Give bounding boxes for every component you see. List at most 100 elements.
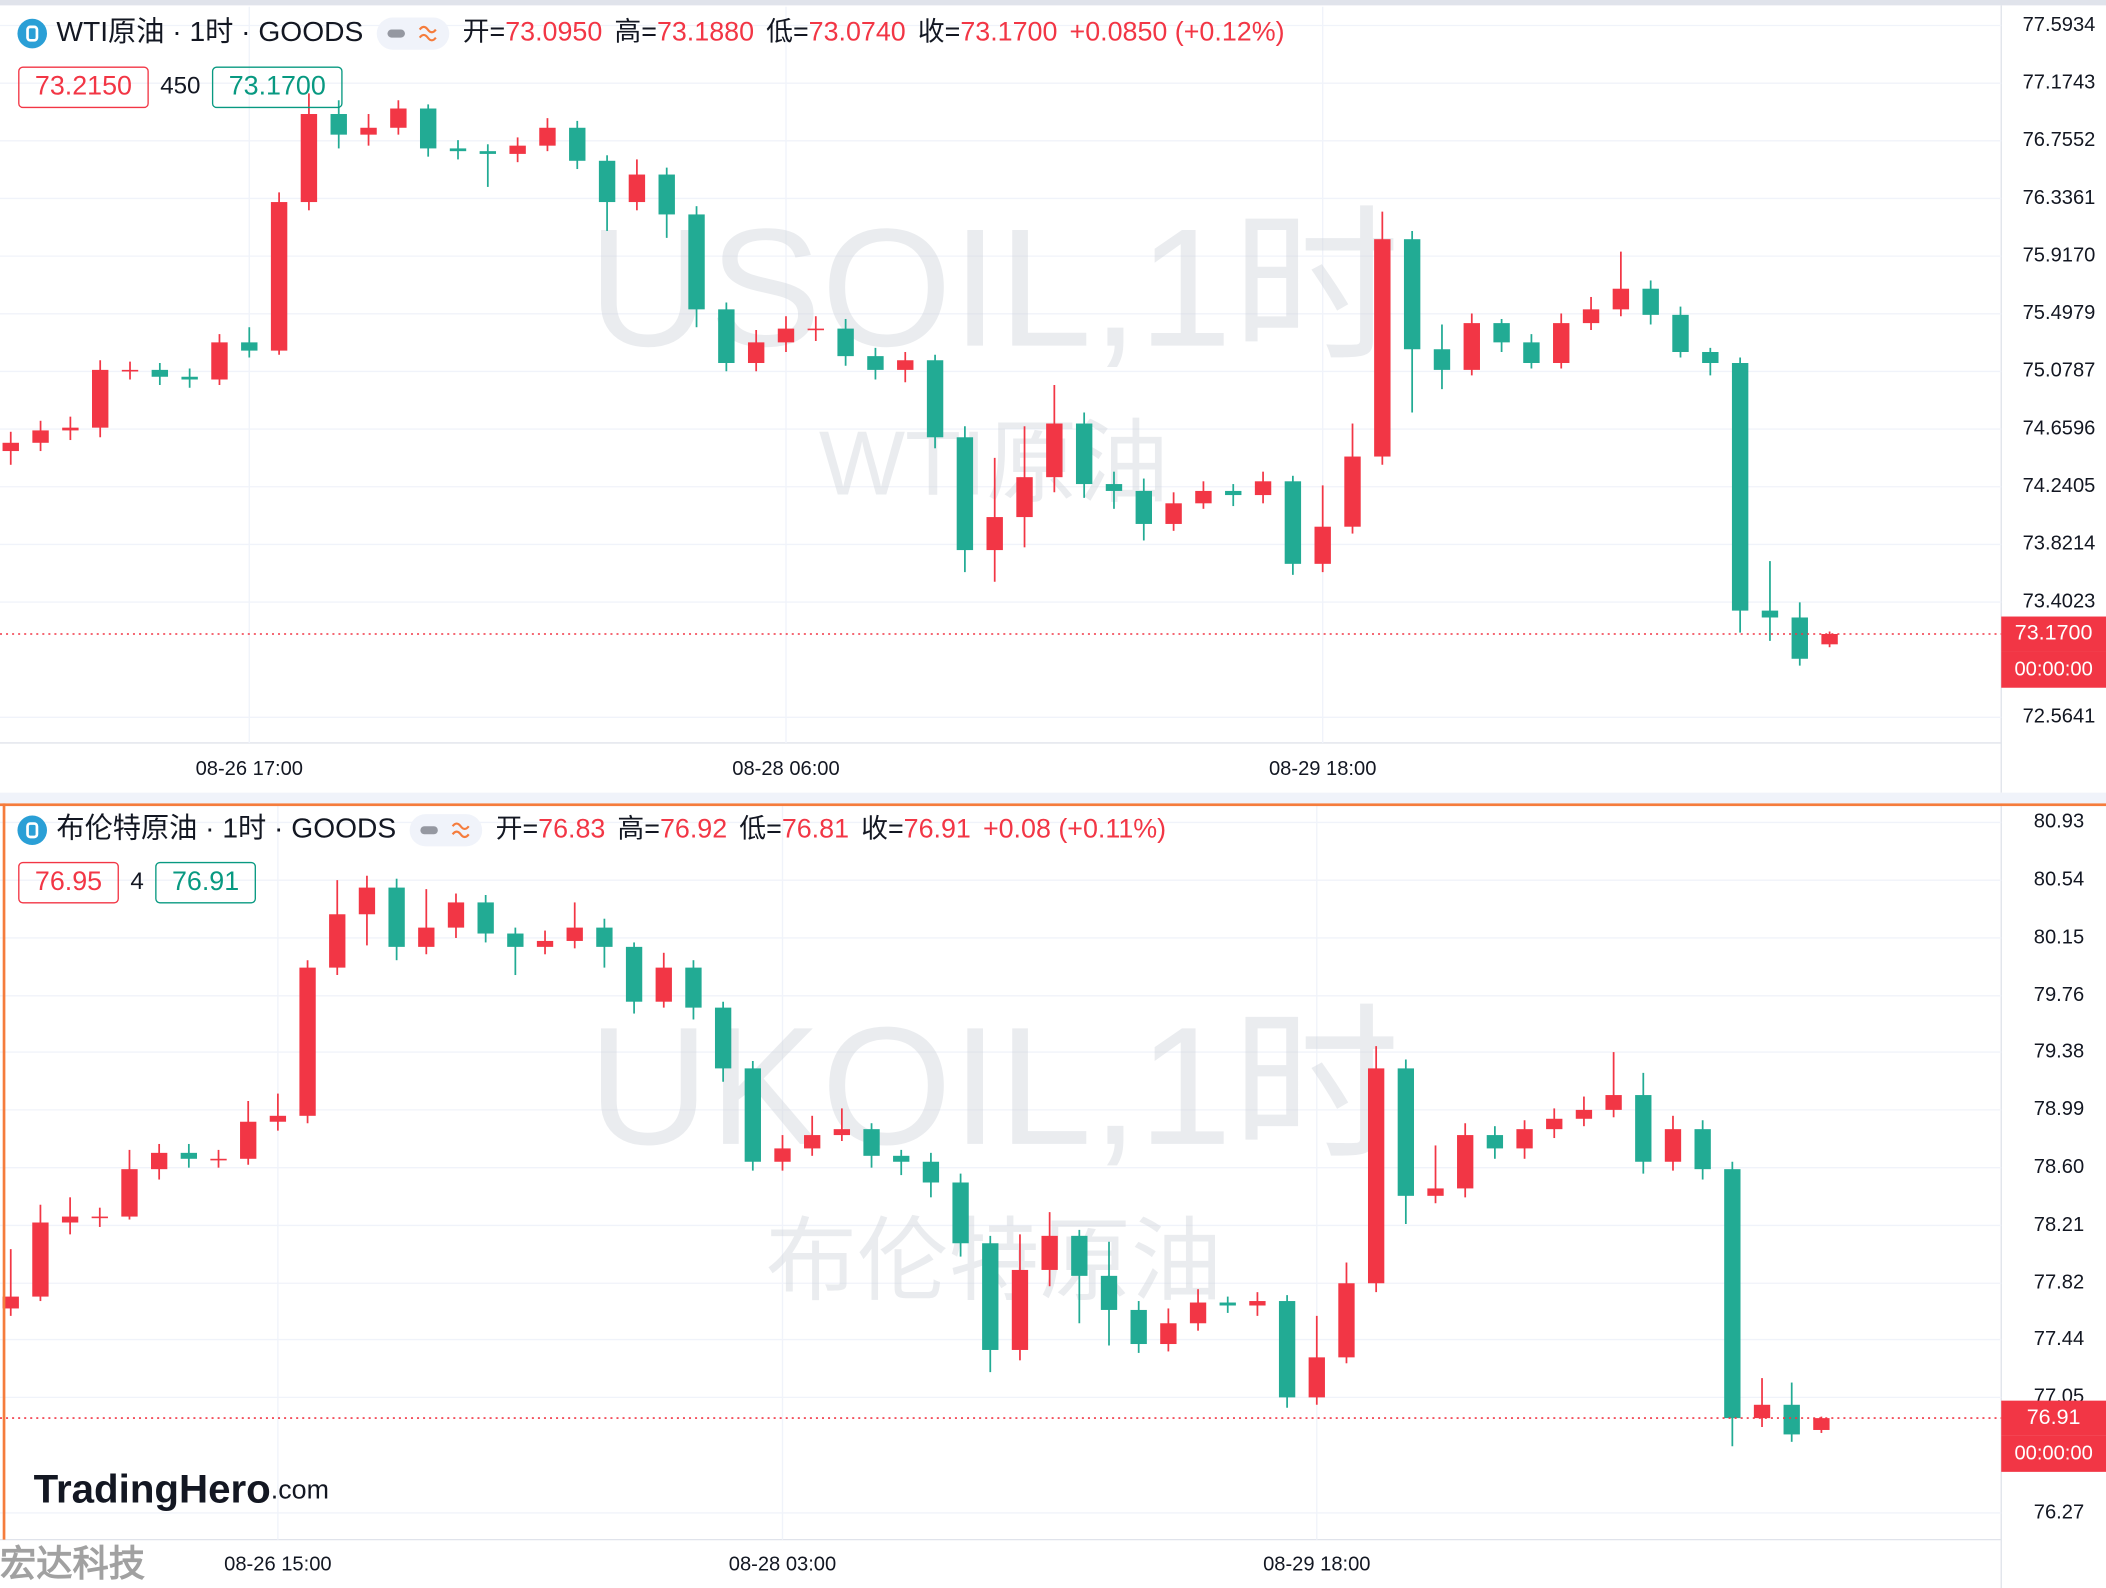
x-tick-label: 08-29 18:00: [1269, 758, 1376, 780]
status-pill-minus: [387, 29, 405, 38]
ohlc-change: +0.0850 (+0.12%): [1070, 17, 1285, 47]
candle-body: [2, 442, 19, 452]
y-tick-label: 77.44: [2034, 1328, 2084, 1350]
last-price-tag: [2001, 616, 2106, 652]
ohlc-legend: 开=76.83 高=76.92 低=76.81 收=76.91 +0.08 (+0.11…: [496, 813, 1167, 843]
y-tick-label: 72.5641: [2023, 706, 2096, 728]
symbol-title: WTI原油 · 1时 · GOODS: [56, 15, 363, 47]
candle-body: [1672, 314, 1689, 352]
y-tick-label: 79.76: [2034, 984, 2084, 1006]
x-tick-label: 08-26 15:00: [224, 1553, 331, 1575]
candle-body: [447, 902, 465, 928]
candle-body: [1016, 477, 1033, 518]
y-tick-label: 78.99: [2034, 1098, 2084, 1120]
ohlc-change: +0.08 (+0.11%): [983, 813, 1166, 843]
candle-body: [1284, 481, 1302, 564]
symbol-title: 布伦特原油 · 1时 · GOODS: [56, 812, 396, 844]
ohlc-value: 76.81: [782, 813, 849, 843]
candle-body: [360, 127, 377, 135]
y-tick-label: 77.82: [2034, 1272, 2084, 1294]
y-tick-label: 73.4023: [2023, 590, 2096, 612]
candle-body: [1761, 610, 1779, 618]
y-tick-label: 75.9170: [2023, 244, 2096, 266]
candle-body: [658, 174, 675, 215]
ohlc-name: 高=: [614, 17, 657, 47]
candle-body: [655, 967, 672, 1002]
candle-body: [688, 214, 705, 310]
candle-body: [837, 328, 854, 357]
candle-body: [747, 342, 765, 364]
candle-body: [1553, 323, 1570, 364]
ask-box: [155, 861, 256, 904]
y-tick-label: 79.38: [2034, 1040, 2084, 1062]
y-tick-label: 76.3361: [2023, 187, 2096, 209]
candle-body: [1546, 1118, 1563, 1130]
candle-body: [1694, 1129, 1711, 1170]
candle-body: [418, 927, 435, 947]
candle-body: [1195, 490, 1212, 504]
symbol-icon-glyph: [26, 25, 39, 42]
candle-body: [1278, 1301, 1296, 1398]
ask-box: [211, 66, 343, 109]
last-price-label: 73.1700: [2015, 621, 2093, 645]
candle-body: [1493, 323, 1510, 343]
candle-body: [833, 1129, 851, 1136]
candle-body: [91, 1216, 108, 1219]
candle-body: [922, 1161, 940, 1183]
candle-body: [1011, 1269, 1029, 1350]
ohlc-name: 高=: [617, 813, 660, 843]
candle-body: [1071, 1235, 1088, 1276]
bid-box: [18, 861, 119, 904]
ask-price: 73.1700: [229, 70, 326, 100]
ohlc-name: 开=: [496, 813, 539, 843]
candle-body: [1130, 1309, 1147, 1345]
y-tick-label: 78.21: [2034, 1214, 2084, 1236]
candle-body: [300, 114, 318, 203]
pane-separator: [0, 792, 2106, 804]
x-tick-label: 08-26 17:00: [196, 758, 303, 780]
candle-body: [774, 1148, 791, 1162]
candle-body: [1135, 490, 1152, 524]
candle-body: [1523, 342, 1540, 364]
candle-body: [479, 151, 497, 154]
candle-body: [1731, 363, 1749, 611]
candle-body: [1516, 1129, 1533, 1149]
y-tick-label: 76.27: [2034, 1501, 2084, 1523]
ohlc-value: 76.83: [538, 813, 605, 843]
candle-body: [1367, 1068, 1385, 1284]
ohlc-value: 73.0740: [809, 17, 906, 47]
status-pill-minus: [420, 826, 438, 835]
candle-body: [897, 360, 914, 370]
candle-body: [1254, 481, 1272, 496]
x-tick-label: 08-28 03:00: [729, 1553, 836, 1575]
ohlc-value: 73.1880: [657, 17, 754, 47]
active-pane-border: [0, 803, 2106, 807]
candle-body: [1582, 309, 1600, 324]
candle-body: [804, 1135, 821, 1149]
candle-body: [569, 127, 586, 161]
candle-body: [1753, 1404, 1771, 1419]
ohlc-legend: 开=73.0950 高=73.1880 低=73.0740 收=73.1700 +0.0…: [463, 17, 1285, 47]
y-tick-label: 80.93: [2034, 811, 2084, 833]
candle-body: [1344, 456, 1361, 527]
watermark: UKOIL,1时: [588, 992, 1400, 1180]
candle-body: [240, 1121, 257, 1159]
bid-price: 73.2150: [35, 70, 132, 100]
y-tick-label: 80.15: [2034, 926, 2084, 948]
ohlc-name: 收=: [918, 17, 961, 47]
y-tick-label: 74.2405: [2023, 475, 2096, 497]
symbol-icon-glyph: [26, 822, 39, 839]
candle-body: [1783, 1404, 1800, 1435]
ohlc-value: 76.91: [904, 813, 971, 843]
y-tick-label: 76.7552: [2023, 129, 2096, 151]
candle-body: [1486, 1135, 1504, 1149]
countdown-tag: [2001, 651, 2106, 688]
y-tick-label: 74.6596: [2023, 417, 2096, 439]
brand-logo-name: TradingHero: [34, 1466, 271, 1511]
ohlc-name: 收=: [861, 813, 904, 843]
bid-box: [18, 66, 149, 109]
candle-body: [1219, 1302, 1236, 1306]
candle-body: [1821, 633, 1838, 645]
candle-body: [1642, 288, 1659, 315]
